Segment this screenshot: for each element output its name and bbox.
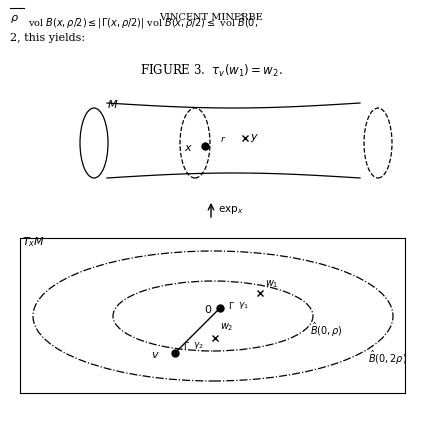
Text: $v$: $v$ (151, 350, 160, 360)
Text: $0$: $0$ (204, 303, 212, 315)
Text: $M$: $M$ (107, 98, 118, 110)
Text: $w_2$: $w_2$ (220, 321, 233, 333)
Text: 2, this yields:: 2, this yields: (10, 33, 85, 43)
Text: $\exp_x$: $\exp_x$ (218, 204, 243, 216)
Text: $y$: $y$ (250, 132, 259, 144)
Text: $T_xM$: $T_xM$ (22, 235, 45, 249)
Text: $x$: $x$ (184, 143, 193, 153)
Text: $r$: $r$ (220, 134, 226, 144)
Text: $\Gamma_{\!\!}$: $\Gamma_{\!\!}$ (183, 340, 190, 350)
Text: VINCENT MINERBE: VINCENT MINERBE (159, 13, 263, 22)
Text: FIGURE 3.  $\tau_v(w_1) = w_2$.: FIGURE 3. $\tau_v(w_1) = w_2$. (140, 63, 282, 79)
Text: $\gamma_1$: $\gamma_1$ (238, 300, 249, 311)
Text: $\hat{B}(0,\rho)$: $\hat{B}(0,\rho)$ (310, 321, 343, 339)
Text: $\hat{B}(0,2\rho)$: $\hat{B}(0,2\rho)$ (368, 349, 407, 367)
Text: $\gamma_2$: $\gamma_2$ (193, 340, 204, 351)
Text: $\rho$: $\rho$ (10, 13, 19, 25)
Text: $w_1$: $w_1$ (265, 278, 279, 290)
Text: $\Gamma_{\!\!}$: $\Gamma_{\!\!}$ (228, 300, 235, 310)
Text: vol $B(x, \rho/2) \leq |\Gamma(x, \rho/2)|$ vol $B(x, \rho/2) \leq$ vol $\hat{B}: vol $B(x, \rho/2) \leq |\Gamma(x, \rho/2… (28, 13, 258, 31)
